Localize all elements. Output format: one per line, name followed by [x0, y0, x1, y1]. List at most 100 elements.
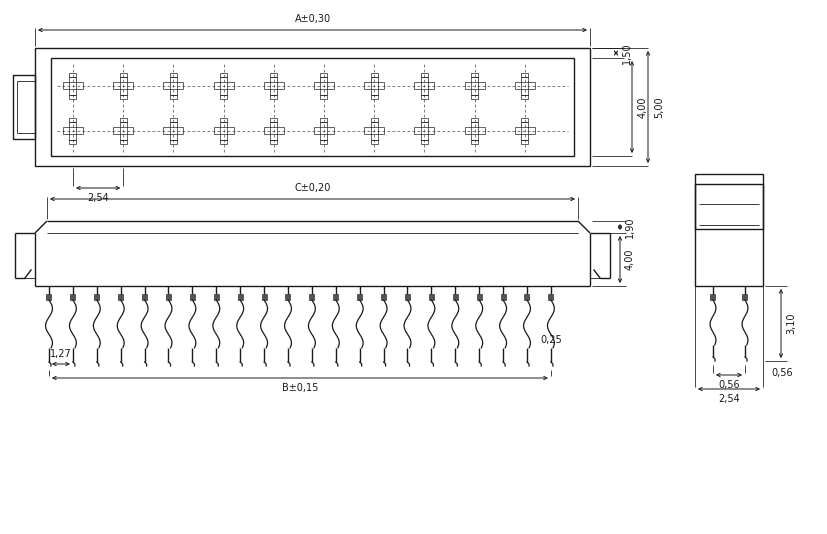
- Bar: [170, 95, 177, 99]
- Bar: [471, 77, 477, 95]
- Bar: [261, 294, 266, 300]
- Bar: [309, 294, 314, 300]
- Bar: [414, 82, 434, 89]
- Bar: [51, 58, 573, 156]
- Bar: [320, 95, 327, 99]
- Bar: [694, 184, 762, 229]
- Bar: [69, 95, 76, 99]
- Bar: [63, 82, 83, 89]
- Text: B±0,15: B±0,15: [281, 383, 318, 393]
- Bar: [420, 117, 428, 122]
- Bar: [710, 294, 715, 300]
- Bar: [521, 77, 528, 95]
- Bar: [464, 127, 484, 134]
- Bar: [452, 294, 457, 300]
- Bar: [464, 82, 484, 89]
- Bar: [476, 294, 481, 300]
- Bar: [69, 77, 76, 95]
- Bar: [320, 122, 327, 139]
- Bar: [220, 77, 227, 95]
- Bar: [270, 122, 277, 139]
- Bar: [370, 73, 377, 77]
- Bar: [220, 139, 227, 144]
- Bar: [165, 294, 171, 300]
- Bar: [46, 294, 51, 300]
- Bar: [742, 294, 747, 300]
- Bar: [35, 48, 590, 166]
- Bar: [270, 139, 277, 144]
- Bar: [471, 95, 477, 99]
- Bar: [420, 139, 428, 144]
- Bar: [120, 117, 127, 122]
- Bar: [69, 122, 76, 139]
- Bar: [264, 127, 284, 134]
- Bar: [163, 127, 183, 134]
- Bar: [364, 127, 384, 134]
- Bar: [113, 127, 133, 134]
- Bar: [170, 139, 177, 144]
- Bar: [69, 117, 76, 122]
- Text: 1,27: 1,27: [50, 349, 72, 359]
- Text: 1,90: 1,90: [624, 216, 634, 238]
- Bar: [521, 73, 528, 77]
- Bar: [370, 77, 377, 95]
- Bar: [471, 139, 477, 144]
- Bar: [521, 139, 528, 144]
- Text: 0,56: 0,56: [770, 368, 791, 378]
- Bar: [370, 139, 377, 144]
- Bar: [70, 294, 75, 300]
- Bar: [420, 73, 428, 77]
- Bar: [320, 73, 327, 77]
- Bar: [514, 82, 534, 89]
- Bar: [220, 117, 227, 122]
- Bar: [428, 294, 433, 300]
- Bar: [404, 294, 409, 300]
- Bar: [320, 117, 327, 122]
- Bar: [220, 95, 227, 99]
- Bar: [270, 117, 277, 122]
- Bar: [320, 139, 327, 144]
- Bar: [523, 294, 528, 300]
- Bar: [213, 294, 218, 300]
- Bar: [414, 127, 434, 134]
- Bar: [213, 82, 233, 89]
- Bar: [69, 73, 76, 77]
- Bar: [120, 73, 127, 77]
- Bar: [420, 95, 428, 99]
- Bar: [521, 95, 528, 99]
- Text: 0,56: 0,56: [717, 380, 739, 390]
- Bar: [163, 82, 183, 89]
- Bar: [264, 82, 284, 89]
- Bar: [94, 294, 99, 300]
- Bar: [370, 95, 377, 99]
- Bar: [118, 294, 123, 300]
- Bar: [514, 127, 534, 134]
- Bar: [113, 82, 133, 89]
- Bar: [170, 77, 177, 95]
- Bar: [547, 294, 552, 300]
- Bar: [285, 294, 290, 300]
- Bar: [380, 294, 385, 300]
- Bar: [63, 127, 83, 134]
- Bar: [142, 294, 147, 300]
- Text: 5,00: 5,00: [653, 96, 663, 118]
- Bar: [356, 294, 361, 300]
- Bar: [120, 77, 127, 95]
- Bar: [170, 122, 177, 139]
- Text: 0,25: 0,25: [539, 335, 561, 345]
- Text: 1,50: 1,50: [621, 42, 631, 64]
- Bar: [313, 82, 333, 89]
- Bar: [420, 122, 428, 139]
- Bar: [521, 117, 528, 122]
- Bar: [170, 117, 177, 122]
- Text: 3,10: 3,10: [785, 313, 795, 334]
- Bar: [220, 73, 227, 77]
- Bar: [420, 77, 428, 95]
- Bar: [120, 95, 127, 99]
- Bar: [320, 77, 327, 95]
- Text: C±0,20: C±0,20: [294, 183, 330, 193]
- Bar: [270, 95, 277, 99]
- Bar: [471, 73, 477, 77]
- Bar: [364, 82, 384, 89]
- Bar: [13, 75, 35, 139]
